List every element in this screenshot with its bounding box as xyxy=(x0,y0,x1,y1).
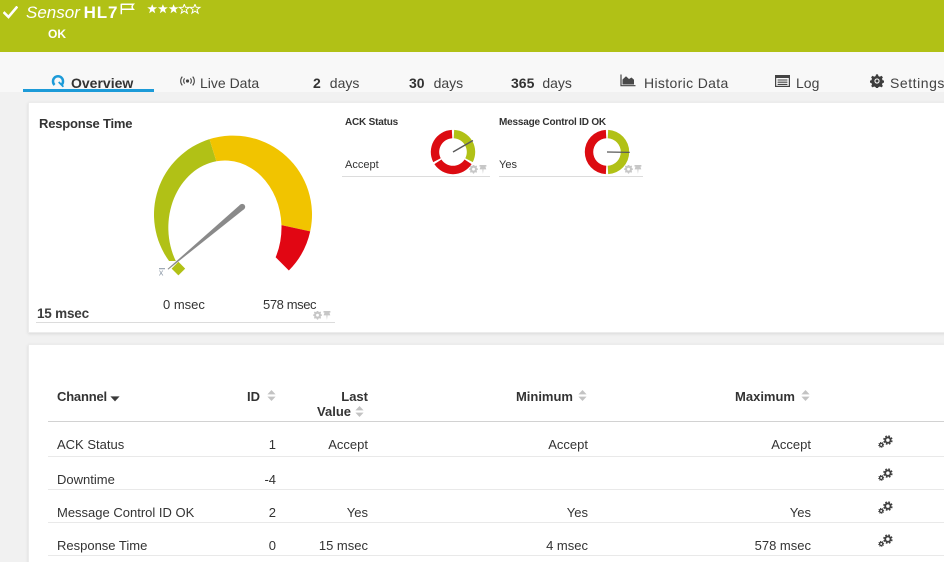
svg-text:x: x xyxy=(158,267,163,277)
